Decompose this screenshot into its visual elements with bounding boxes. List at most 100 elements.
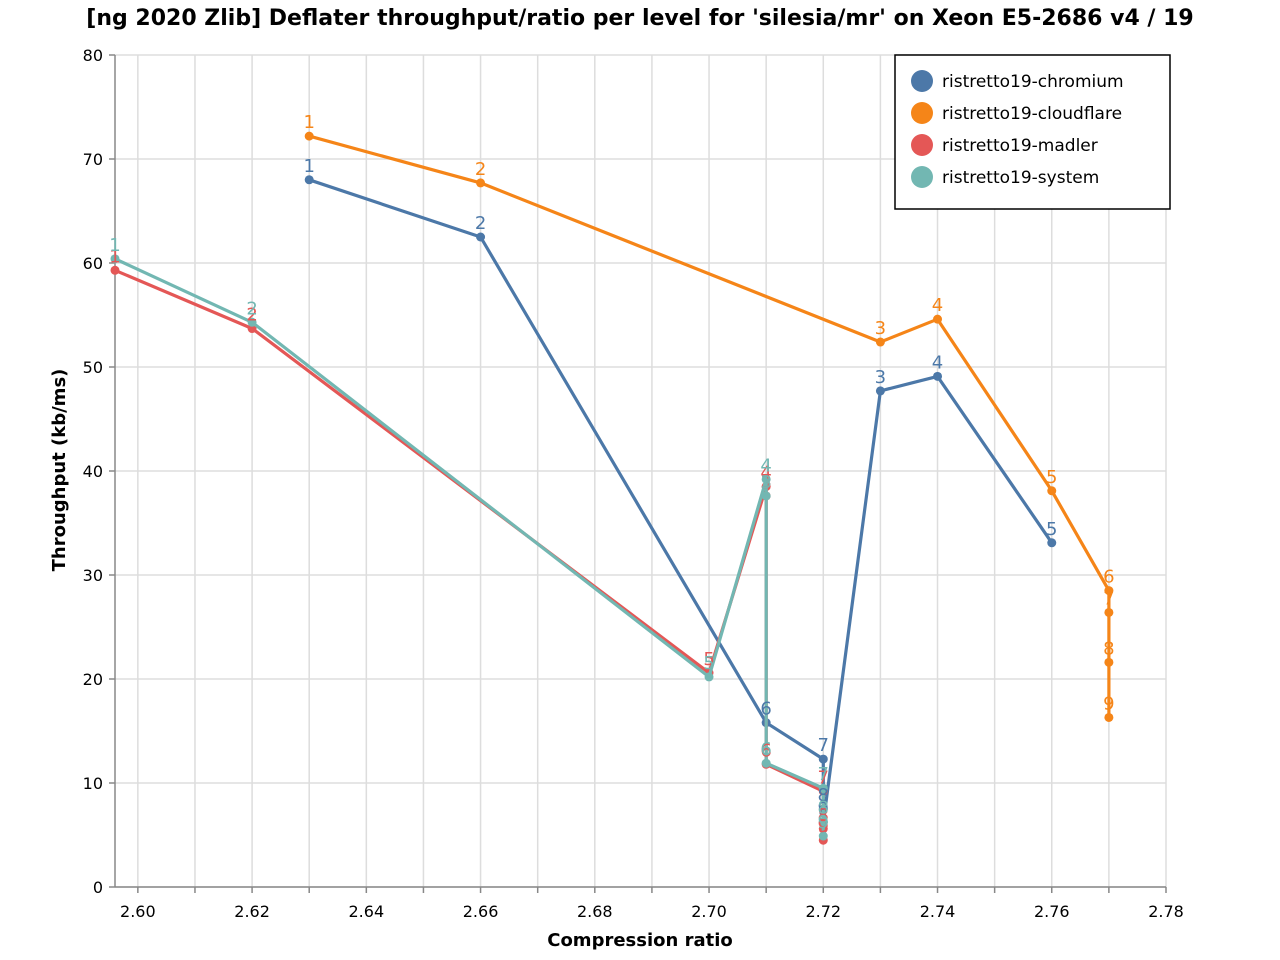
legend-box <box>894 54 1171 210</box>
data-label-ristretto19-chromium: 3 <box>875 367 886 388</box>
data-point-ristretto19-system <box>818 831 828 841</box>
data-label-ristretto19-cloudflare: 8 <box>1103 638 1114 659</box>
x-tick-label: 2.66 <box>463 902 499 921</box>
x-tick-label: 2.76 <box>1034 902 1070 921</box>
data-label-ristretto19-system: 2 <box>246 298 257 319</box>
x-tick-label: 2.60 <box>120 902 156 921</box>
data-point-ristretto19-chromium <box>476 232 486 242</box>
series-line-ristretto19-system <box>114 257 825 836</box>
data-point-ristretto19-chromium <box>933 371 943 381</box>
data-point-ristretto19-system <box>247 317 257 327</box>
data-label-ristretto19-madler: 8 <box>818 805 829 826</box>
data-label-ristretto19-madler: 7 <box>818 767 829 788</box>
data-label-ristretto19-madler: 2 <box>246 305 257 326</box>
y-tick-label: 40 <box>83 462 103 481</box>
data-label-ristretto19-madler: 3 <box>760 472 771 493</box>
x-tick-label: 2.64 <box>349 902 385 921</box>
data-point-ristretto19-madler <box>110 265 120 275</box>
x-tick-label: 2.70 <box>691 902 727 921</box>
data-label-ristretto19-chromium: 5 <box>1046 519 1057 540</box>
x-axis-title: Compression ratio <box>547 930 733 951</box>
data-label-ristretto19-system: 5 <box>703 653 714 674</box>
y-tick-label: 0 <box>93 878 103 897</box>
legend-swatch-ristretto19-chromium <box>911 70 933 92</box>
y-tick-label: 30 <box>83 566 103 585</box>
data-point-ristretto19-cloudflare <box>476 178 486 188</box>
legend-swatch-ristretto19-cloudflare <box>911 102 933 124</box>
data-label-ristretto19-cloudflare: 1 <box>303 112 314 133</box>
data-point-ristretto19-cloudflare <box>1104 586 1114 596</box>
data-label-ristretto19-chromium: 8 <box>818 785 829 806</box>
legend-label-ristretto19-chromium: ristretto19-chromium <box>942 72 1124 92</box>
data-label-ristretto19-cloudflare: 6 <box>1103 567 1114 588</box>
y-tick-label: 10 <box>83 774 103 793</box>
x-tick-label: 2.68 <box>577 902 613 921</box>
data-point-ristretto19-cloudflare <box>1047 486 1057 496</box>
legend: ristretto19-chromium ristretto19-cloudfla… <box>894 54 1171 210</box>
data-label-ristretto19-cloudflare: 3 <box>875 318 886 339</box>
data-label-ristretto19-madler: 6 <box>760 740 771 761</box>
x-tick-label: 2.62 <box>234 902 270 921</box>
series-line-ristretto19-chromium <box>308 178 1054 825</box>
data-point-ristretto19-system <box>818 783 828 793</box>
axis-layer: 0 10 20 30 40 50 60 70 80 2.60 2.62 2.64 2.66 2.68 2.7… <box>83 46 1184 921</box>
data-point-ristretto19-system <box>704 672 714 682</box>
x-tick-label: 2.72 <box>805 902 841 921</box>
data-label-ristretto19-system: 8 <box>818 797 829 818</box>
data-label-ristretto19-cloudflare: 2 <box>475 159 486 180</box>
data-point-ristretto19-cloudflare <box>1104 712 1114 722</box>
data-point-ristretto19-cloudflare <box>1104 607 1114 617</box>
y-axis-title: Throughput (kb/ms) <box>49 369 70 572</box>
data-label-ristretto19-chromium: 7 <box>818 735 829 756</box>
data-point-ristretto19-cloudflare <box>1104 657 1114 667</box>
data-point-ristretto19-system <box>818 816 828 826</box>
x-tick-label: 2.74 <box>920 902 956 921</box>
data-label-ristretto19-cloudflare: 9 <box>1103 693 1114 714</box>
y-tick-label: 70 <box>83 150 103 169</box>
x-tick-label: 2.78 <box>1148 902 1184 921</box>
data-label-ristretto19-chromium: 9 <box>818 799 829 820</box>
series-layer <box>110 131 1114 845</box>
legend-label-ristretto19-madler: ristretto19-madler <box>942 136 1098 156</box>
data-label-ristretto19-madler: 5 <box>703 649 714 670</box>
data-point-ristretto19-chromium <box>304 175 314 185</box>
data-label-ristretto19-chromium: 6 <box>760 699 771 720</box>
series-line-ristretto19-madler <box>114 268 825 841</box>
legend-swatch-ristretto19-system <box>911 166 933 188</box>
data-label-ristretto19-chromium: 1 <box>303 156 314 177</box>
data-point-ristretto19-madler <box>247 324 257 334</box>
data-point-ristretto19-chromium <box>818 754 828 764</box>
legend-label-ristretto19-cloudflare: ristretto19-cloudflare <box>942 104 1122 124</box>
data-label-ristretto19-system: 3 <box>760 472 771 493</box>
data-label-ristretto19-madler: 9 <box>818 816 829 837</box>
data-label-ristretto19-madler: 1 <box>109 246 120 267</box>
y-tick-label: 80 <box>83 46 103 65</box>
data-point-ristretto19-system <box>110 254 120 264</box>
data-label-ristretto19-chromium: 2 <box>475 213 486 234</box>
data-point-ristretto19-cloudflare <box>875 337 885 347</box>
data-point-ristretto19-system <box>761 474 771 484</box>
y-tick-label: 50 <box>83 358 103 377</box>
data-label-ristretto19-cloudflare: 7 <box>1103 588 1114 609</box>
data-label-ristretto19-chromium: 4 <box>932 352 943 373</box>
data-point-ristretto19-system <box>761 758 771 768</box>
data-point-ristretto19-chromium <box>875 386 885 396</box>
data-point-ristretto19-cloudflare <box>933 314 943 324</box>
data-label-ristretto19-cloudflare: 5 <box>1046 467 1057 488</box>
data-point-ristretto19-cloudflare <box>304 131 314 141</box>
data-label-ristretto19-cloudflare: 4 <box>932 295 943 316</box>
y-tick-label: 60 <box>83 254 103 273</box>
data-label-ristretto19-system: 7 <box>818 764 829 785</box>
data-label-ristretto19-system: 4 <box>760 455 771 476</box>
chart-title: [ng 2020 Zlib] Deflater throughput/ratio… <box>86 6 1194 31</box>
data-label-ristretto19-madler: 4 <box>760 463 771 484</box>
y-tick-label: 20 <box>83 670 103 689</box>
data-label-ristretto19-system: 1 <box>109 235 120 256</box>
data-point-ristretto19-chromium <box>1047 538 1057 548</box>
legend-label-ristretto19-system: ristretto19-system <box>942 168 1099 188</box>
legend-swatch-ristretto19-madler <box>911 134 933 156</box>
data-label-ristretto19-system: 6 <box>760 739 771 760</box>
data-label-ristretto19-system: 9 <box>818 812 829 833</box>
